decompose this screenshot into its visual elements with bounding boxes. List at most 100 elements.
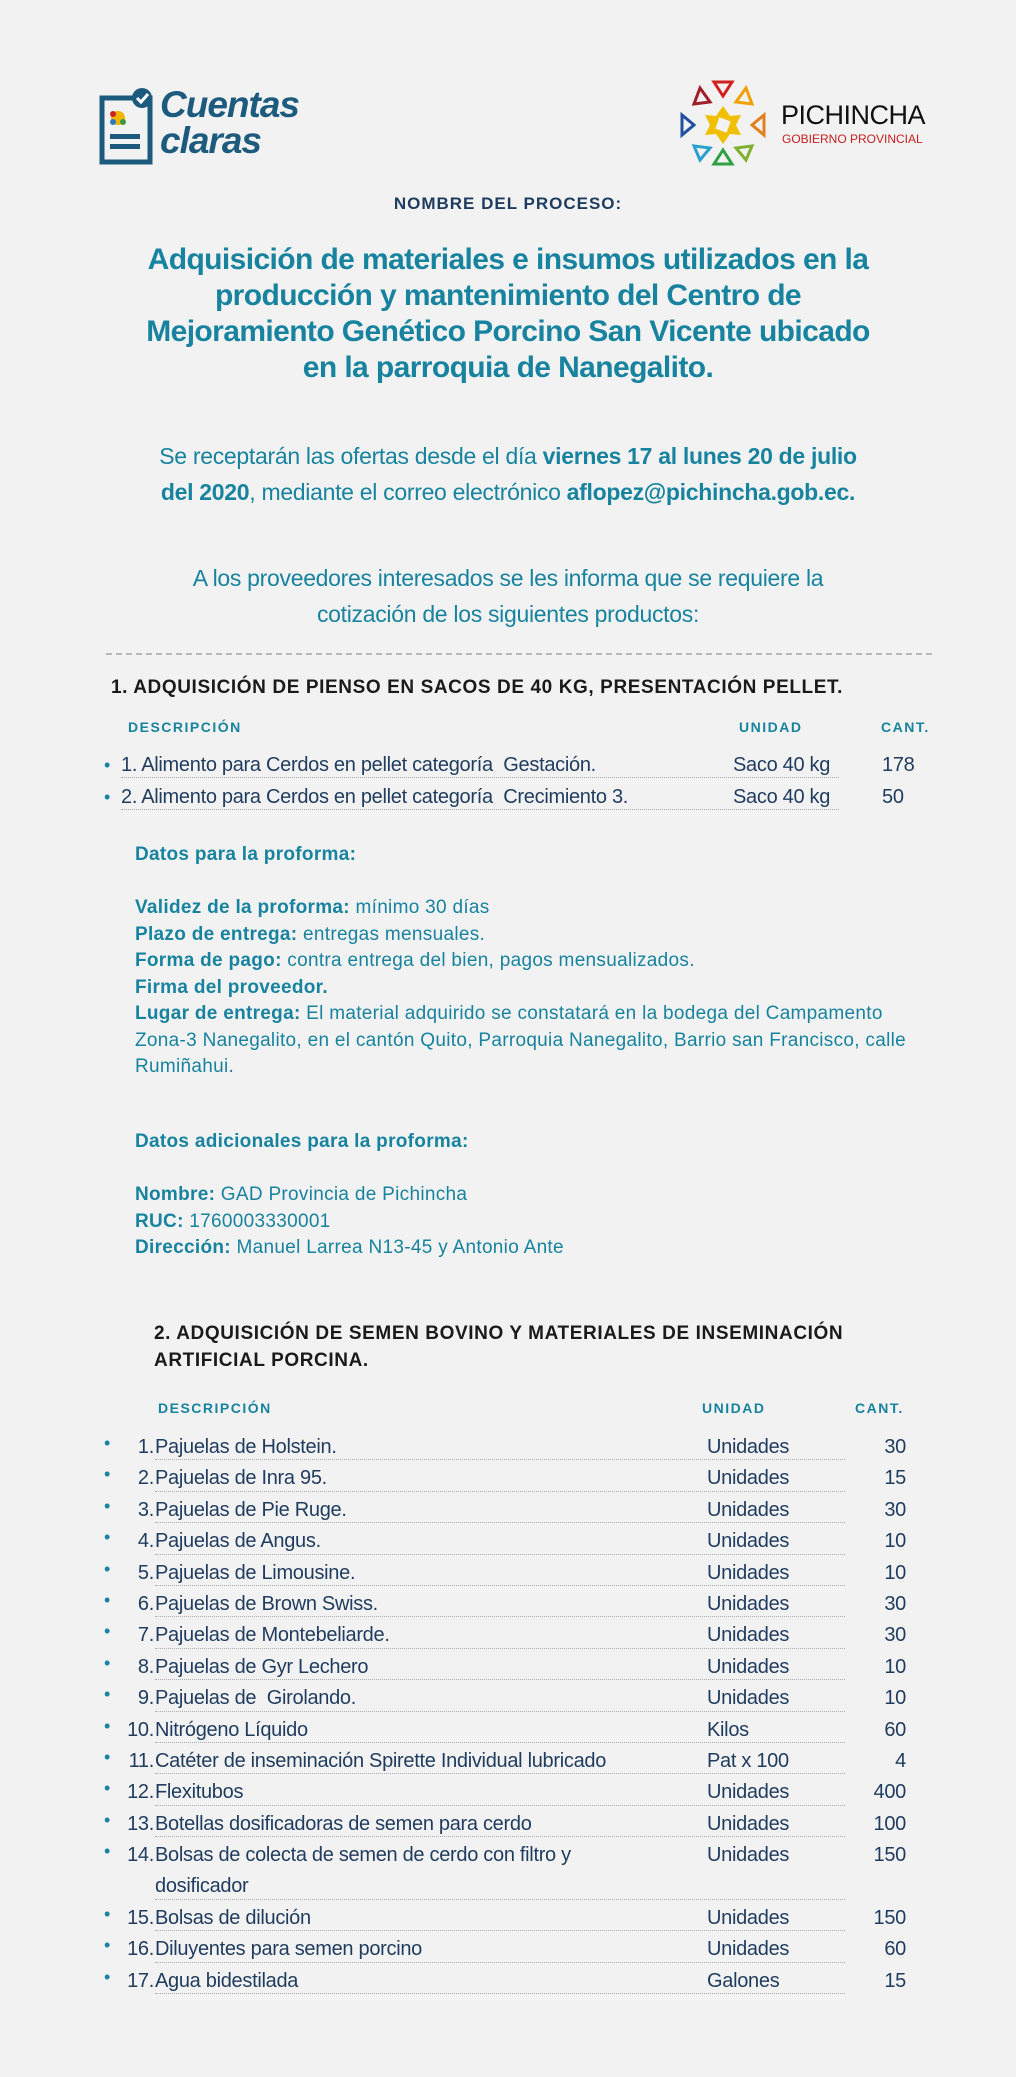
section1-heading: 1. ADQUISICIÓN DE PIENSO EN SACOS DE 40 … bbox=[111, 677, 844, 698]
info-label: Forma de pago: bbox=[135, 950, 282, 971]
description-line: Pajuelas de Angus. bbox=[155, 1530, 321, 1553]
row-qty: 10 bbox=[884, 1561, 906, 1584]
description-line: Bolsas de dilución bbox=[155, 1907, 311, 1929]
bullet-icon: • bbox=[104, 1715, 111, 1736]
row-qty: 100 bbox=[873, 1812, 907, 1835]
row-number: 10. bbox=[127, 1718, 154, 1741]
row-description: Pajuelas de Angus. bbox=[155, 1526, 321, 1557]
table-row: • 3. Pajuelas de Pie Ruge. Unidades 30 bbox=[104, 1495, 924, 1526]
row-unit: Unidades bbox=[707, 1624, 790, 1647]
pichincha-subtitle: GOBIERNO PROVINCIAL bbox=[782, 132, 923, 146]
row-unit: Unidades bbox=[707, 1781, 790, 1804]
dotted-underline bbox=[155, 1490, 845, 1492]
description-line: Flexitubos bbox=[155, 1781, 244, 1804]
heading-line: 2. ADQUISICIÓN DE SEMEN BOVINO Y MATERIA… bbox=[154, 1323, 844, 1344]
description-line: Botellas dosificadoras de semen para cer… bbox=[155, 1812, 532, 1835]
row-unit: Unidades bbox=[707, 1436, 790, 1458]
bullet-icon: • bbox=[104, 1778, 111, 1799]
table-row: • 8. Pajuelas de Gyr Lechero Unidades 10 bbox=[104, 1652, 924, 1683]
description-line: Agua bidestilada bbox=[155, 1969, 299, 1992]
row-description: Agua bidestilada bbox=[155, 1966, 298, 1997]
bullet-icon: • bbox=[104, 1590, 111, 1610]
row-qty: 30 bbox=[884, 1498, 906, 1521]
bullet-icon: • bbox=[104, 1904, 111, 1924]
request-text: A los proveedores interesados se les inf… bbox=[0, 560, 1016, 632]
description-line: Pajuelas de Holstein. bbox=[155, 1436, 337, 1458]
row-qty: 150 bbox=[873, 1844, 907, 1867]
row-unit: Unidades bbox=[707, 1530, 790, 1553]
row-unit: Saco 40 kg bbox=[733, 754, 831, 776]
dotted-underline bbox=[155, 1741, 845, 1743]
row-number: 16. bbox=[127, 1938, 154, 1961]
bullet-icon: • bbox=[104, 1684, 111, 1705]
bullet-icon: • bbox=[104, 1652, 111, 1673]
row-description: 1. Alimento para Cerdos en pellet catego… bbox=[121, 754, 596, 776]
description-line: Pajuelas de Montebeliarde. bbox=[155, 1624, 390, 1647]
section2-table: • 1. Pajuelas de Holstein. Unidades 30 • 2. Paj… bbox=[104, 1432, 924, 2032]
description-line: Pajuelas de Gyr Lechero bbox=[155, 1655, 369, 1678]
info-label: RUC: bbox=[135, 1210, 184, 1232]
row-description: Pajuelas de Holstein. bbox=[155, 1432, 337, 1463]
dotted-underline bbox=[155, 1993, 845, 1995]
title-line: Adquisición de materiales e insumos util… bbox=[147, 243, 869, 276]
description-line: Diluyentes para semen porcino bbox=[155, 1938, 423, 1961]
bullet-icon: • bbox=[104, 1935, 111, 1956]
info-label: Nombre: bbox=[135, 1184, 216, 1205]
dashed-divider bbox=[106, 653, 932, 655]
info-label: Dirección: bbox=[135, 1237, 231, 1258]
row-description: Pajuelas de Montebeliarde. bbox=[155, 1620, 390, 1651]
bullet-icon: • bbox=[104, 1495, 111, 1516]
table-row: • 13. Botellas dosificadoras de semen para… bbox=[104, 1809, 924, 1840]
row-description: Bolsas de dilución bbox=[155, 1903, 311, 1934]
row-number: 7. bbox=[137, 1624, 154, 1647]
table-row: • 1. Pajuelas de Holstein. Unidades 30 bbox=[104, 1432, 924, 1463]
info-value: contra entrega del bien, pagos mensualiz… bbox=[281, 950, 695, 971]
description-line: Pajuelas de Limousine. bbox=[155, 1561, 356, 1584]
row-unit: Galones bbox=[707, 1969, 780, 1992]
pichincha-name: PICHINCHA bbox=[781, 100, 926, 130]
row-description: Botellas dosificadoras de semen para cer… bbox=[155, 1809, 532, 1840]
bullet-icon: • bbox=[104, 755, 111, 775]
dotted-underline bbox=[155, 1930, 845, 1932]
row-unit: Saco 40 kg bbox=[733, 786, 831, 808]
date-range: viernes 17 al lunes 20 de julio bbox=[542, 443, 857, 469]
col-unit: UNIDAD bbox=[739, 719, 803, 735]
dotted-underline bbox=[155, 1836, 845, 1838]
row-qty: 15 bbox=[884, 1467, 906, 1490]
info-value: El material adquirido se constatará en l… bbox=[135, 1003, 912, 1077]
row-number: 6. bbox=[137, 1593, 154, 1615]
row-description: Pajuelas de Gyr Lechero bbox=[155, 1652, 369, 1683]
row-unit: Unidades bbox=[707, 1938, 790, 1961]
row-description: Flexitubos bbox=[155, 1777, 243, 1808]
row-unit: Unidades bbox=[707, 1844, 790, 1867]
row-number: 15. bbox=[127, 1907, 154, 1929]
dotted-underline bbox=[155, 1553, 845, 1555]
row-description: Bolsas de colecta de semen de cerdo con … bbox=[155, 1840, 571, 1902]
description-line: dosificador bbox=[155, 1875, 249, 1898]
row-qty: 60 bbox=[884, 1718, 906, 1741]
dotted-underline bbox=[155, 1616, 845, 1618]
row-qty: 400 bbox=[873, 1781, 907, 1804]
table-row: • 9. Pajuelas de Girolando. Unidades 10 bbox=[104, 1683, 924, 1714]
row-unit: Unidades bbox=[707, 1687, 790, 1710]
dotted-underline bbox=[155, 1710, 845, 1712]
bullet-icon: • bbox=[104, 1621, 111, 1642]
table-row: • 10. Nitrógeno Líquido Kilos 60 bbox=[104, 1715, 924, 1746]
dotted-underline bbox=[155, 1522, 845, 1524]
row-unit: Unidades bbox=[707, 1498, 790, 1521]
row-unit: Kilos bbox=[707, 1718, 749, 1741]
title-line: producción y mantenimiento del Centro de bbox=[214, 279, 802, 312]
row-qty: 30 bbox=[884, 1593, 906, 1615]
info-label: Firma del proveedor. bbox=[135, 976, 328, 998]
row-number: 13. bbox=[127, 1812, 154, 1835]
email-link[interactable]: aflopez@pichincha.gob.ec. bbox=[566, 479, 856, 505]
row-number: 9. bbox=[137, 1687, 154, 1710]
cuentas-claras-logo: Cuentas claras bbox=[98, 84, 338, 170]
info-line: Dirección: Manuel Larrea N13-45 y Antoni… bbox=[135, 1235, 925, 1262]
row-qty: 50 bbox=[882, 786, 904, 808]
bullet-icon: • bbox=[104, 1841, 111, 1862]
row-number: 14. bbox=[127, 1844, 154, 1867]
bullet-icon: • bbox=[104, 1966, 111, 1987]
row-qty: 10 bbox=[884, 1655, 906, 1678]
bullet-icon: • bbox=[104, 1527, 111, 1548]
